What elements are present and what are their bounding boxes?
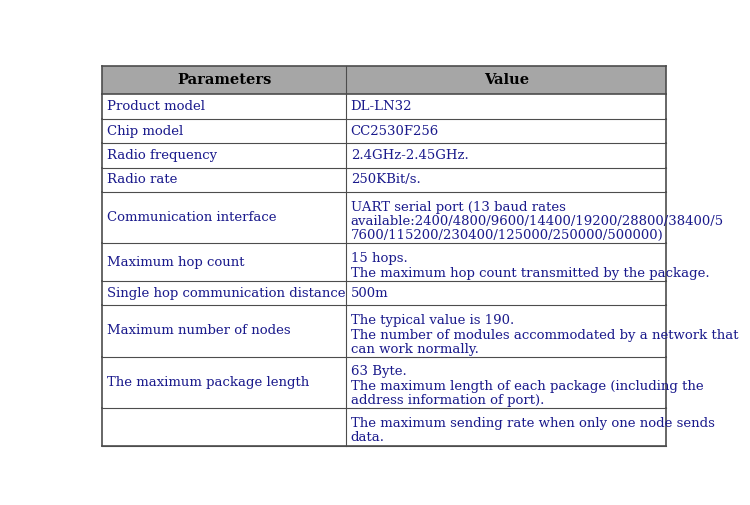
Bar <box>103 143 666 168</box>
Text: 2.4GHz-2.45GHz.: 2.4GHz-2.45GHz. <box>351 149 469 162</box>
Bar <box>103 306 666 357</box>
Text: The maximum sending rate when only one node sends: The maximum sending rate when only one n… <box>351 417 715 430</box>
Text: Radio rate: Radio rate <box>107 173 178 186</box>
Text: Value: Value <box>484 73 529 87</box>
Text: Parameters: Parameters <box>177 73 272 87</box>
Text: can work normally.: can work normally. <box>351 343 478 356</box>
Text: The maximum package length: The maximum package length <box>107 376 309 389</box>
Bar <box>103 408 666 445</box>
Text: The typical value is 190.: The typical value is 190. <box>351 314 514 327</box>
Bar <box>103 94 666 119</box>
Text: 63 Byte.: 63 Byte. <box>351 366 406 378</box>
Bar <box>103 192 666 243</box>
Text: Maximum number of nodes: Maximum number of nodes <box>107 324 291 337</box>
Text: address information of port).: address information of port). <box>351 394 544 407</box>
Bar <box>103 67 666 94</box>
Text: The number of modules accommodated by a network that: The number of modules accommodated by a … <box>351 329 738 341</box>
Text: 250KBit/s.: 250KBit/s. <box>351 173 421 186</box>
Bar <box>103 119 666 143</box>
Text: Single hop communication distance: Single hop communication distance <box>107 287 346 299</box>
Text: available:2400/4800/9600/14400/19200/28800/38400/5: available:2400/4800/9600/14400/19200/288… <box>351 215 724 228</box>
Bar <box>103 281 666 306</box>
Text: 7600/115200/230400/125000/250000/500000): 7600/115200/230400/125000/250000/500000) <box>351 229 664 242</box>
Bar <box>103 243 666 281</box>
Text: DL-LN32: DL-LN32 <box>351 100 412 113</box>
Text: CC2530F256: CC2530F256 <box>351 125 439 137</box>
Text: data.: data. <box>351 431 385 444</box>
Text: The maximum length of each package (including the: The maximum length of each package (incl… <box>351 380 704 393</box>
Text: Maximum hop count: Maximum hop count <box>107 256 244 269</box>
Text: Product model: Product model <box>107 100 205 113</box>
Text: UART serial port (13 baud rates: UART serial port (13 baud rates <box>351 201 566 214</box>
Text: 15 hops.: 15 hops. <box>351 252 407 265</box>
Text: The maximum hop count transmitted by the package.: The maximum hop count transmitted by the… <box>351 267 710 280</box>
Bar <box>103 357 666 408</box>
Text: Communication interface: Communication interface <box>107 211 277 224</box>
Bar <box>103 168 666 192</box>
Text: Radio frequency: Radio frequency <box>107 149 218 162</box>
Text: Chip model: Chip model <box>107 125 183 137</box>
Text: 500m: 500m <box>351 287 388 299</box>
